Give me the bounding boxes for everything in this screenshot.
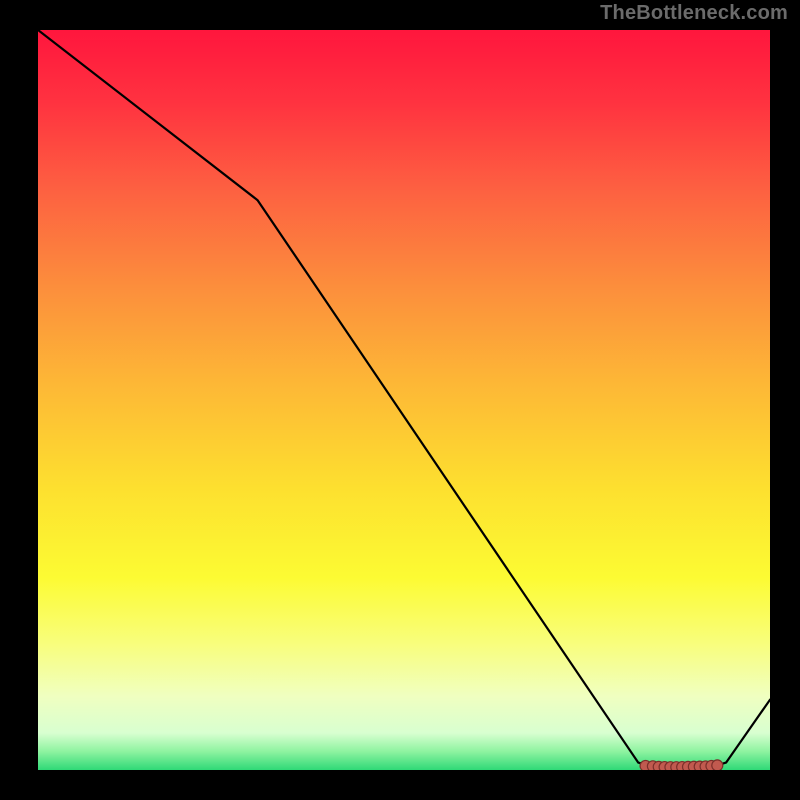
plot-area	[38, 30, 770, 770]
plot-svg	[38, 30, 770, 770]
marker-point	[712, 760, 723, 770]
gradient-background	[38, 30, 770, 770]
chart-frame: TheBottleneck.com	[0, 0, 800, 800]
marker-cluster	[640, 760, 723, 770]
attribution-text: TheBottleneck.com	[600, 2, 788, 25]
